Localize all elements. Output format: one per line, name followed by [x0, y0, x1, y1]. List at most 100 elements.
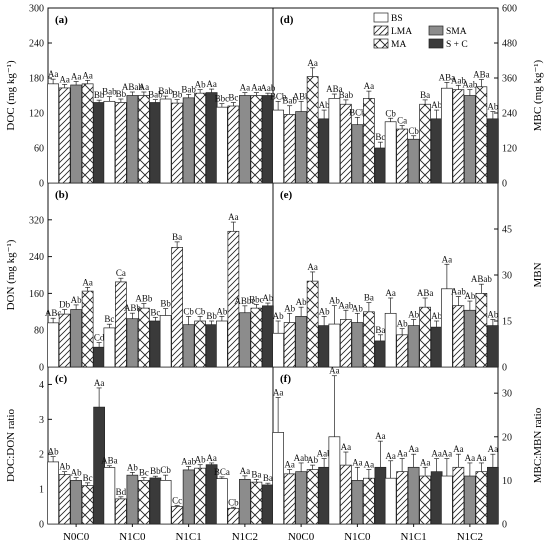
bar-b-N1C1-SC: [205, 324, 218, 368]
significance-letter-d: Ab: [431, 100, 442, 110]
bar-a-N1C1-SC: [205, 92, 218, 184]
bar-b-N1C0-LMA: [115, 281, 127, 368]
significance-letter-b: Cb: [195, 306, 206, 316]
significance-letter-e: ABab: [471, 274, 492, 284]
significance-letter-e: Aab: [338, 300, 353, 310]
y-tick-label-c: 1: [39, 485, 44, 496]
bar-a-N1C1-LMA: [171, 102, 183, 184]
significance-letter-b: ABbc: [234, 296, 255, 306]
significance-letter-b: ABb: [124, 303, 142, 313]
x-tick-label-f: N1C1: [400, 531, 426, 543]
significance-letter-d: Bab: [339, 90, 354, 100]
significance-letter-d: Bc: [375, 132, 385, 142]
significance-letter-d: Bab: [282, 96, 297, 106]
bar-f-N0C0-SC: [318, 466, 330, 525]
significance-letter-d: Aa: [364, 81, 375, 91]
x-tick-label-c: N1C2: [232, 531, 258, 543]
bar-c-N1C0-MA: [138, 480, 150, 525]
y-tick-label-c: 2: [39, 450, 44, 461]
bar-b-N0C0-BS: [47, 322, 59, 368]
bar-f-N1C1-MA: [419, 475, 431, 525]
bar-b-N1C1-MA: [194, 320, 206, 368]
significance-letter-a: Bbc: [215, 94, 230, 104]
y-axis-label-d: MBC (mg kg⁻¹): [532, 59, 544, 131]
bar-a-N1C0-SC: [149, 102, 162, 184]
significance-letter-a: Bab: [181, 84, 196, 94]
bar-b-N1C0-MA: [138, 307, 150, 368]
bar-a-N1C2-SC: [262, 95, 274, 184]
bar-d-N1C2-MA: [475, 86, 488, 184]
bar-f-N1C0-MA: [363, 477, 375, 525]
bar-d-N0C0-LMA: [283, 114, 296, 184]
y-tick-label-a: 240: [29, 39, 44, 50]
significance-letter-c: Ab: [71, 468, 82, 478]
significance-letter-c: Bc: [83, 473, 93, 483]
significance-letter-a: Aa: [240, 83, 251, 93]
y-tick-label-c: 3: [39, 415, 44, 426]
y-tick-label-d: 240: [502, 109, 517, 120]
bar-e-N1C0-BS: [328, 323, 341, 368]
significance-letter-c: Aa: [240, 466, 251, 476]
legend-swatch-LMA: [373, 25, 389, 36]
significance-letter-e: Ab: [431, 311, 442, 321]
significance-letter-d: Ba: [420, 90, 430, 100]
bar-c-N0C0-SMA: [70, 480, 82, 525]
bar-a-N1C1-BS: [159, 98, 172, 184]
y-tick-label-c: 4: [39, 380, 44, 391]
y-tick-label-c: 0: [39, 520, 44, 531]
bar-b-N1C2-SMA: [239, 312, 251, 368]
y-tick-label-a: 120: [29, 109, 44, 120]
significance-letter-b: Bb: [206, 311, 217, 321]
bar-b-N0C0-SMA: [70, 309, 82, 368]
panel-label-e: (e): [280, 189, 293, 201]
bar-c-N1C2-LMA: [227, 507, 240, 525]
significance-letter-c: Bb: [150, 466, 161, 476]
y-tick-label-b: 320: [29, 215, 44, 226]
significance-letter-d: Ab: [319, 100, 330, 110]
significance-letter-b: Aa: [82, 277, 93, 287]
bar-f-N1C0-SC: [374, 466, 387, 525]
bar-f-N0C0-SMA: [295, 471, 307, 525]
y-tick-label-a: 180: [29, 74, 44, 85]
y-tick-label-d: 600: [502, 4, 517, 15]
y-tick-label-d: 0: [502, 179, 507, 190]
significance-letter-a: Ab: [195, 80, 206, 90]
significance-letter-c: Aab: [181, 456, 196, 466]
y-axis-label-e: MBN: [532, 262, 544, 287]
significance-letter-f: Aa: [385, 451, 396, 461]
significance-letter-d: BCb: [349, 107, 366, 117]
bar-a-N0C0-BS: [47, 83, 59, 184]
legend-swatch-MA: [373, 38, 389, 49]
bar-c-N1C0-BS: [103, 467, 116, 525]
x-tick-label-f: N1C0: [344, 531, 371, 543]
significance-letter-b: Bb: [160, 299, 171, 309]
legend-swatch-BS: [373, 12, 389, 23]
significance-letter-c: ABa: [101, 456, 118, 466]
significance-letter-f: Aa: [284, 459, 295, 469]
significance-letter-f: Aa: [488, 444, 499, 454]
significance-letter-c: Bd: [116, 487, 127, 497]
bar-e-N1C2-BS: [441, 288, 453, 368]
significance-letter-e: Ba: [364, 293, 374, 303]
significance-letter-f: Aa: [420, 457, 431, 467]
significance-letter-a: Bab: [102, 87, 117, 97]
bar-a-N1C0-MA: [138, 95, 150, 184]
bar-e-N1C2-SC: [487, 325, 499, 368]
significance-letter-a: Aa: [139, 82, 150, 92]
significance-letter-f: Aa: [465, 453, 476, 463]
significance-letter-b: Cb: [183, 306, 194, 316]
significance-letter-c: Ab: [48, 447, 59, 457]
bar-a-N0C0-SMA: [70, 84, 82, 184]
significance-letter-f: Aa: [352, 457, 363, 467]
significance-letter-a: Aa: [59, 74, 70, 84]
significance-letter-f: Ab: [307, 455, 318, 465]
bar-b-N0C0-SC: [93, 346, 105, 368]
bar-d-N0C0-MA: [306, 76, 319, 184]
bar-b-N1C2-MA: [250, 307, 263, 368]
bar-e-N1C1-BS: [384, 312, 397, 368]
significance-letter-e: Ab: [329, 296, 340, 306]
